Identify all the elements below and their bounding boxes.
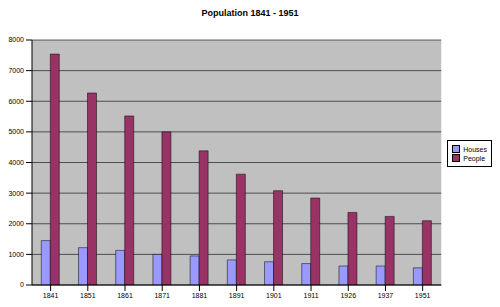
svg-text:1851: 1851 (80, 292, 96, 299)
svg-text:1951: 1951 (415, 292, 431, 299)
svg-text:3000: 3000 (8, 190, 24, 197)
svg-text:5000: 5000 (8, 128, 24, 135)
svg-text:1000: 1000 (8, 251, 24, 258)
html-text:People: People (463, 154, 486, 162)
svg-text:1911: 1911 (304, 292, 319, 299)
svg-text:2000: 2000 (8, 220, 24, 227)
svg-text:8000: 8000 (8, 36, 24, 43)
svg-text:1901: 1901 (266, 292, 282, 299)
svg-text:6000: 6000 (8, 98, 24, 105)
svg-text:4000: 4000 (8, 159, 24, 166)
svg-text:0: 0 (20, 281, 24, 288)
svg-text:1891: 1891 (229, 292, 245, 299)
svg-text:1841: 1841 (43, 292, 59, 299)
svg-text:7000: 7000 (8, 67, 24, 74)
html-text:Population 1841 - 1951: Population 1841 - 1951 (201, 8, 299, 18)
svg-text:1937: 1937 (378, 292, 394, 299)
html-text:Houses: Houses (463, 145, 487, 153)
svg-text:1861: 1861 (117, 292, 133, 299)
svg-text:1871: 1871 (154, 292, 170, 299)
svg-text:1926: 1926 (340, 292, 356, 299)
svg-text:1881: 1881 (192, 292, 208, 299)
